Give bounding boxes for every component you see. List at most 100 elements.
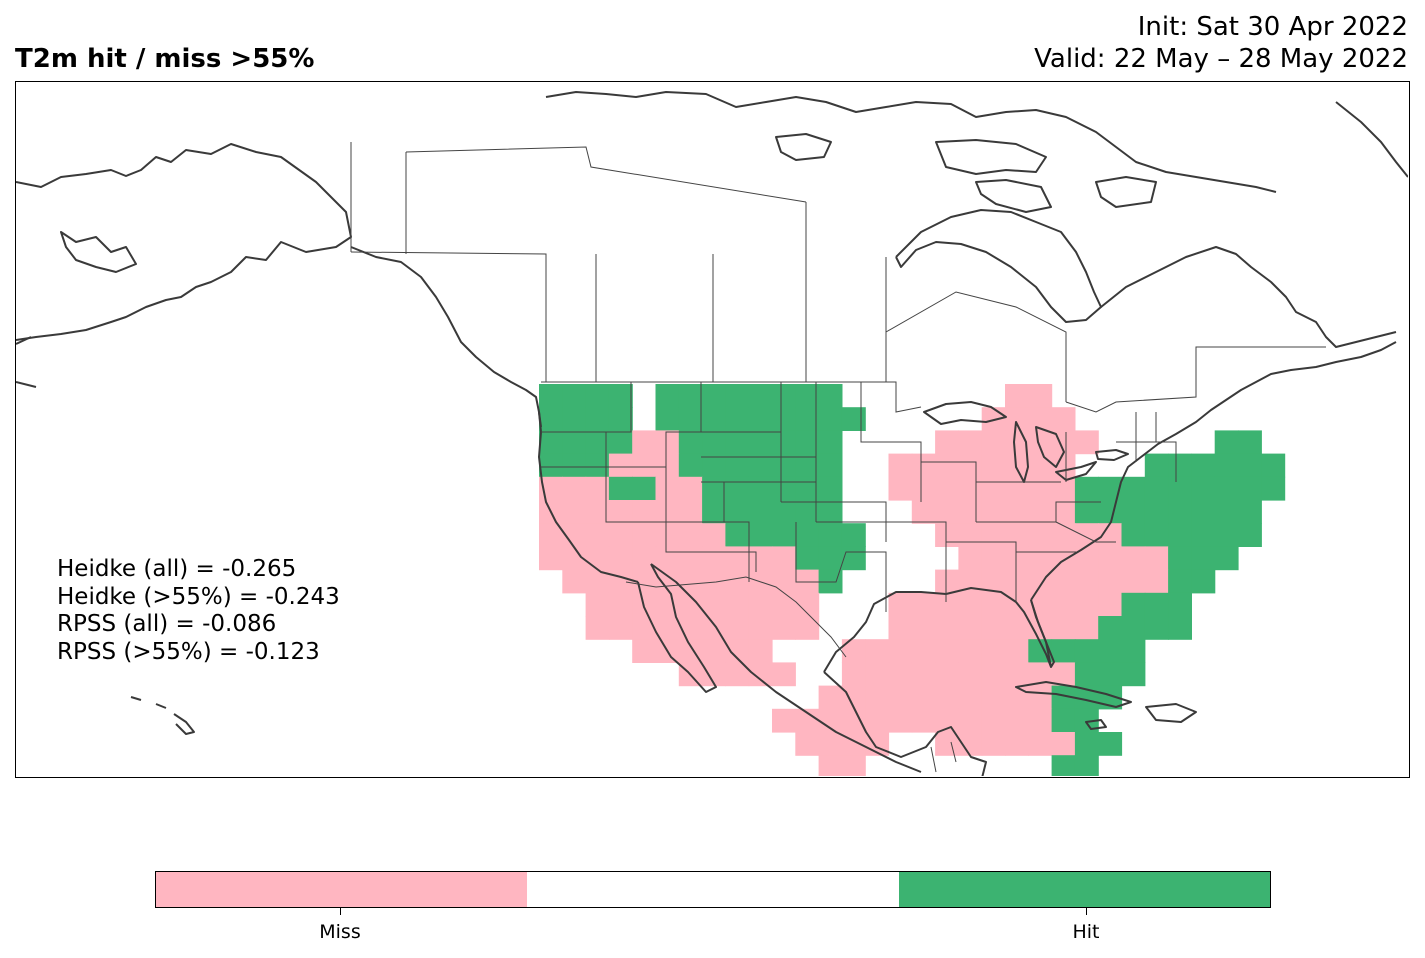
miss-cell	[608, 453, 633, 478]
hit-cell	[795, 500, 820, 524]
arctic-coast	[545, 91, 1277, 193]
miss-cell	[702, 592, 726, 617]
hit-cell	[1121, 662, 1146, 687]
bc-coast	[350, 246, 542, 428]
miss-cell	[585, 592, 610, 617]
hit-cell	[1098, 639, 1123, 663]
hit-cell	[702, 430, 726, 455]
hit-cell	[562, 384, 587, 408]
miss-cell	[795, 616, 820, 640]
miss-cell	[725, 616, 750, 640]
miss-cell	[818, 732, 843, 756]
miss-cell	[841, 732, 866, 756]
hit-cell	[608, 476, 633, 501]
miss-cell	[1005, 685, 1029, 710]
hit-cell	[1168, 476, 1192, 501]
hit-cell	[1074, 708, 1099, 733]
miss-cell	[632, 546, 657, 571]
coastlines	[16, 91, 1408, 776]
hit-cell	[1051, 685, 1076, 710]
miss-cell	[981, 708, 1006, 733]
miss-cell	[958, 685, 983, 710]
us-state-lines-east	[886, 412, 1177, 602]
hit-cell	[1121, 616, 1146, 640]
miss-cell	[1028, 523, 1053, 547]
miss-cell	[1098, 592, 1123, 617]
canada-boundary-8	[885, 291, 1067, 402]
hit-cell	[539, 384, 563, 408]
miss-cell	[1028, 407, 1053, 431]
miss-cell	[608, 569, 633, 594]
hudson-bay	[895, 209, 1102, 323]
miss-cell	[1098, 546, 1123, 571]
miss-cell	[958, 616, 983, 640]
miss-cell	[748, 592, 773, 617]
hit-cell	[1074, 476, 1099, 501]
miss-cell	[981, 732, 1006, 756]
miss-cell	[1051, 616, 1076, 640]
miss-cell	[958, 592, 983, 617]
hit-cell	[702, 453, 726, 478]
lake-erie	[1055, 461, 1097, 481]
miss-cell	[1121, 546, 1146, 571]
miss-cell	[841, 755, 866, 776]
miss-cell	[655, 592, 680, 617]
hit-cell	[841, 546, 866, 571]
miss-cell	[911, 662, 936, 687]
us-canada-border	[541, 381, 922, 413]
hit-cell	[1074, 500, 1099, 524]
miss-cell	[678, 500, 703, 524]
alaska-coast	[16, 143, 352, 341]
canada-boundary-6	[405, 146, 807, 203]
miss-cell	[1051, 476, 1076, 501]
hit-cell	[1191, 476, 1216, 501]
miss-cell	[888, 616, 913, 640]
hit-cell	[562, 453, 587, 478]
miss-cell	[981, 685, 1006, 710]
miss-cell	[1028, 430, 1053, 455]
miss-cell	[911, 616, 936, 640]
hit-cell	[539, 407, 563, 431]
miss-cell	[958, 546, 983, 571]
hit-cell	[841, 407, 866, 431]
miss-cell	[1144, 569, 1169, 594]
miss-cell	[702, 639, 726, 663]
hit-cell	[725, 476, 750, 501]
miss-cell	[655, 476, 680, 501]
miss-cell	[935, 430, 959, 455]
hit-cell	[725, 430, 750, 455]
miss-cell	[585, 616, 610, 640]
miss-cell	[935, 500, 959, 524]
miss-cell	[958, 430, 983, 455]
hit-cell	[795, 546, 820, 571]
miss-cell	[888, 639, 913, 663]
miss-cell	[958, 639, 983, 663]
hit-cell	[1051, 755, 1076, 776]
miss-cell	[655, 523, 680, 547]
hit-cell	[748, 407, 773, 431]
hit-cell	[702, 500, 726, 524]
miss-cell	[1005, 639, 1029, 663]
hit-cell	[1074, 662, 1099, 687]
hit-cell	[702, 407, 726, 431]
hit-cell	[1191, 569, 1216, 594]
hit-cell	[818, 546, 843, 571]
miss-cell	[702, 569, 726, 594]
miss-cell	[585, 500, 610, 524]
hit-cell	[1261, 453, 1286, 478]
miss-cell	[958, 453, 983, 478]
miss-cell	[958, 708, 983, 733]
hit-cell	[702, 384, 726, 408]
hit-cell	[608, 407, 633, 431]
hit-cell	[539, 453, 563, 478]
miss-cell	[1005, 569, 1029, 594]
miss-cell	[772, 708, 796, 733]
miss-cell	[725, 662, 750, 687]
hit-cell	[795, 523, 820, 547]
miss-cell	[981, 430, 1006, 455]
miss-cell	[795, 592, 820, 617]
miss-cell	[935, 453, 959, 478]
hit-cell	[1144, 616, 1169, 640]
hit-cell	[1121, 592, 1146, 617]
hit-cell	[678, 384, 703, 408]
